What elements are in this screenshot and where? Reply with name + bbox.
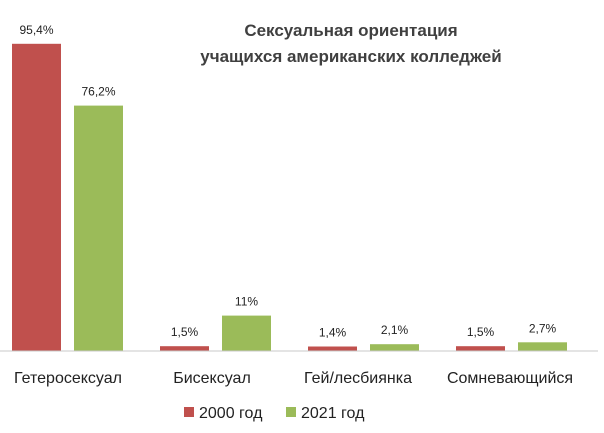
plot-area: 95,4% 76,2% 1,5% 11% 1,4% 2,1% 1,5% 2,7% xyxy=(12,23,567,352)
chart-title-line-1: Сексуальная ориентация xyxy=(244,21,457,40)
category-label: Гей/лесбиянка xyxy=(304,370,412,387)
chart-title-line-2: учащихся американских колледжей xyxy=(200,47,501,66)
data-label: 1,5% xyxy=(467,325,495,339)
data-label: 1,4% xyxy=(319,326,347,340)
bar-1-2 xyxy=(160,346,209,351)
data-label: 1,5% xyxy=(171,325,199,339)
data-label: 2,7% xyxy=(529,321,557,335)
legend: 2000 год 2021 год xyxy=(184,405,365,422)
category-labels: Гетеросексуал Бисексуал Гей/лесбиянка Сомне… xyxy=(14,370,573,387)
category-label: Бисексуал xyxy=(173,370,251,387)
bar-2-2 xyxy=(222,315,271,351)
bar-1-4 xyxy=(456,346,505,351)
data-label: 2,1% xyxy=(381,323,409,337)
data-label: 95,4% xyxy=(19,23,53,37)
legend-swatch xyxy=(286,407,296,417)
category-label: Сомневающийся xyxy=(447,370,573,387)
bar-2-1 xyxy=(74,105,123,351)
data-label: 76,2% xyxy=(81,85,115,99)
bar-1-1 xyxy=(12,43,61,352)
data-label: 11% xyxy=(235,295,258,309)
bar-2-3 xyxy=(370,344,419,351)
category-label: Гетеросексуал xyxy=(14,370,122,387)
bar-2-4 xyxy=(518,342,567,351)
legend-label: 2021 год xyxy=(301,405,365,422)
legend-swatch xyxy=(184,407,194,417)
bar-1-3 xyxy=(308,346,357,351)
legend-label: 2000 год xyxy=(199,405,263,422)
